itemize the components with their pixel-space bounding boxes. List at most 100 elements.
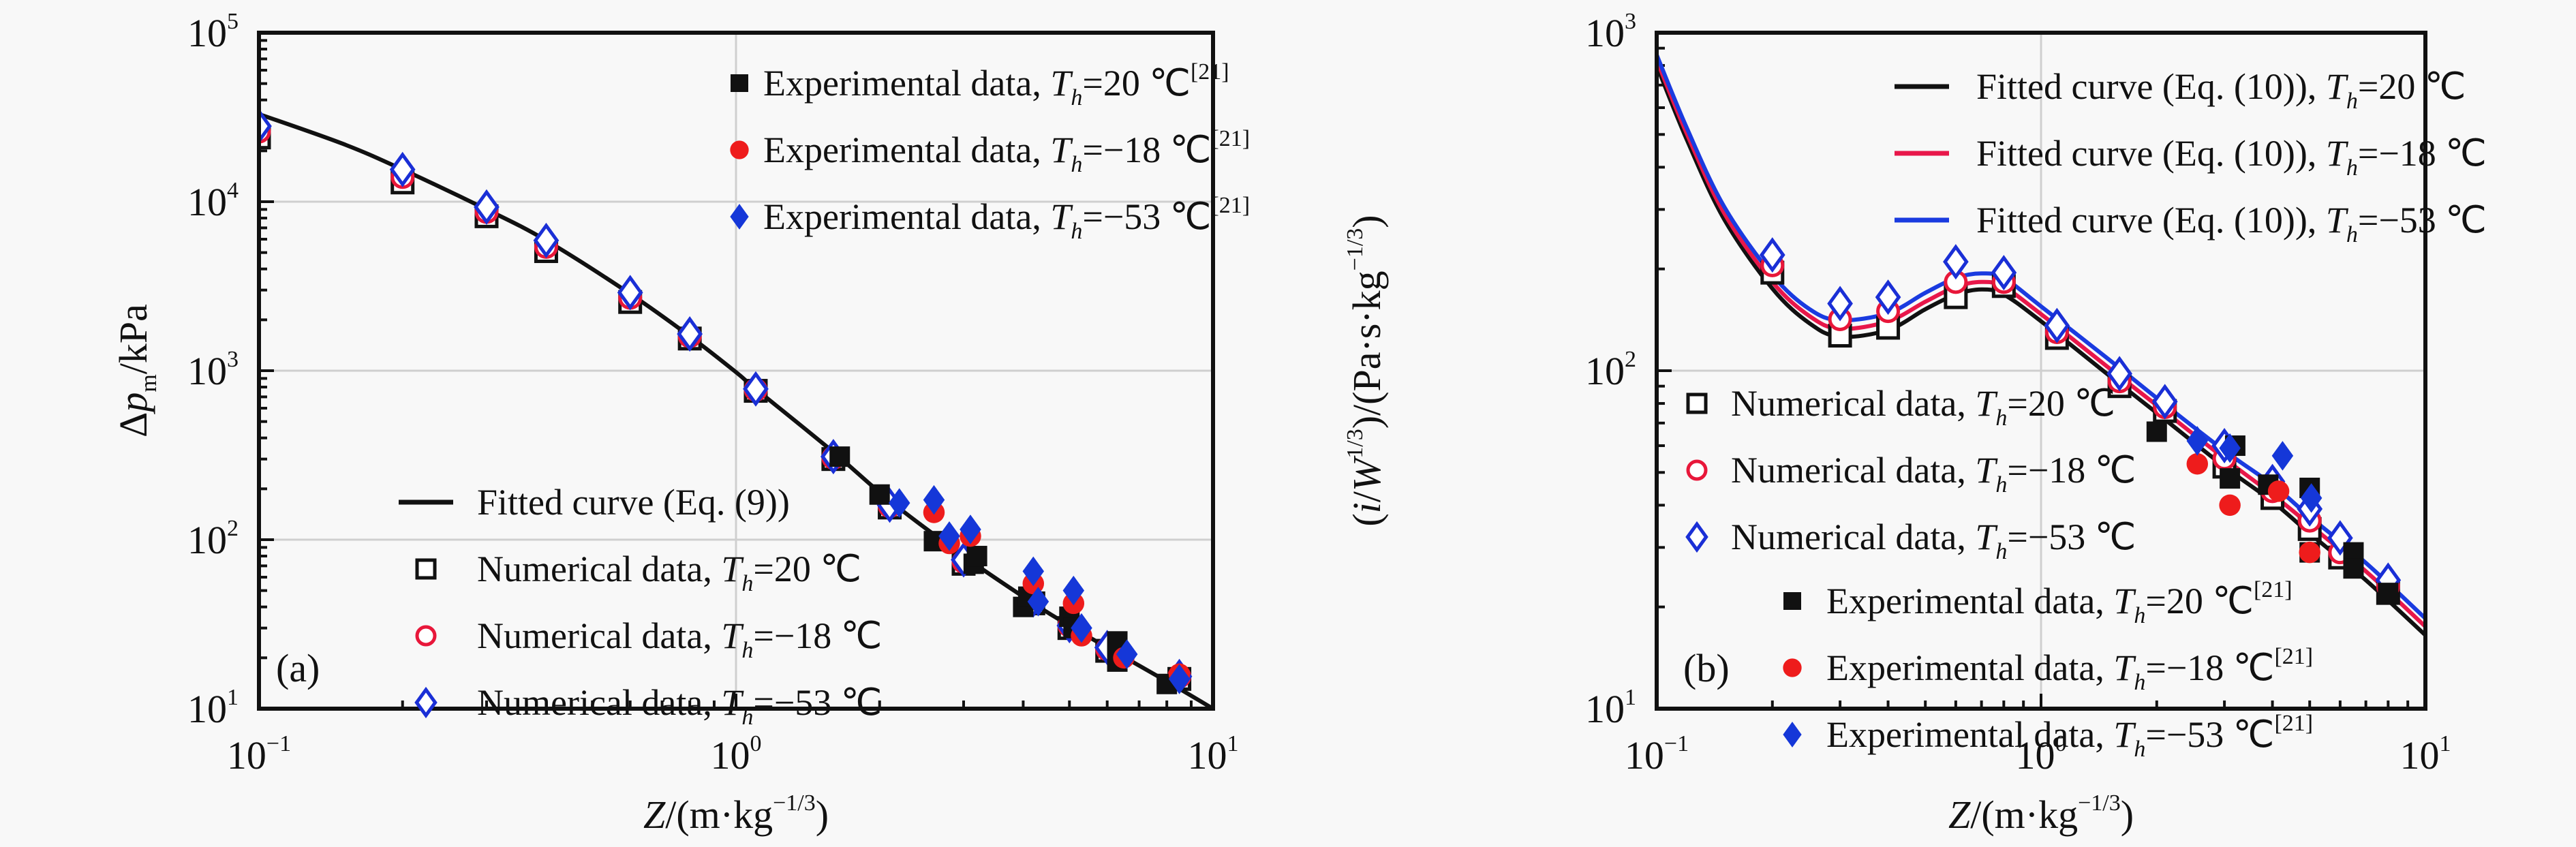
legend-entry: Numerical data, Th=20 ℃ xyxy=(415,549,861,596)
data-point xyxy=(960,514,981,544)
legend-var: T xyxy=(1050,196,1073,237)
legend-entry: Numerical data, Th=−18 ℃ xyxy=(1686,450,2136,497)
tick-exp: 1 xyxy=(227,685,239,710)
x-axis-unit: /(m·kg xyxy=(1970,792,2078,837)
data-point xyxy=(1991,255,2017,291)
legend-marker-swatch xyxy=(731,74,748,92)
data-point xyxy=(1062,575,1085,606)
data-point xyxy=(533,222,559,258)
legend-var: T xyxy=(2326,200,2349,241)
legend-var: T xyxy=(721,615,744,656)
legend-marker-swatch xyxy=(1783,592,1801,610)
legend-sub: h xyxy=(2346,89,2358,114)
legend-ref: [21] xyxy=(2254,577,2293,602)
y-axis-var-w: W xyxy=(1345,455,1389,491)
legend-middle-left: Numerical data, Th=20 ℃ Numerical data, T… xyxy=(1685,383,2136,564)
x-tick-label: 100 xyxy=(711,731,762,777)
legend-label: Fitted curve (Eq. (10)), Th=20 ℃ xyxy=(1976,66,2466,114)
legend-text-main: Experimental data, xyxy=(1826,581,2113,621)
legend-ref: [21] xyxy=(2274,711,2313,736)
legend-marker-swatch xyxy=(1686,459,1708,481)
legend-sub: h xyxy=(1071,85,1082,110)
data-point xyxy=(1943,244,1969,280)
data-point xyxy=(2267,480,2290,502)
tick-base: 10 xyxy=(1625,733,1664,777)
x-axis-unit-close: ) xyxy=(816,792,829,837)
legend-entry: Numerical data, Th=−53 ℃ xyxy=(414,682,882,730)
legend-bottom-left: Experimental data, Th=20 ℃[21]Experiment… xyxy=(1783,577,2313,762)
tick-base: 10 xyxy=(187,11,227,55)
data-point xyxy=(2378,583,2399,604)
legend-sub: h xyxy=(741,705,753,730)
legend-entry: Fitted curve (Eq. (9)) xyxy=(399,482,790,523)
legend-entry: Fitted curve (Eq. (10)), Th=−53 ℃ xyxy=(1895,200,2487,247)
legend-marker-swatch xyxy=(414,686,438,719)
data-point xyxy=(2186,426,2209,456)
legend-value: =−53 ℃ xyxy=(2007,517,2136,557)
tick-base: 10 xyxy=(1585,11,1625,55)
data-point xyxy=(2300,483,2322,513)
legend-label: Numerical data, Th=−18 ℃ xyxy=(477,615,882,663)
y-tick-label: 101 xyxy=(1585,685,1636,731)
legend-label: Fitted curve (Eq. (10)), Th=−18 ℃ xyxy=(1976,133,2487,181)
legend-var: T xyxy=(1975,383,1998,424)
legend-sub: h xyxy=(1071,219,1082,244)
legend-var: T xyxy=(1050,129,1073,170)
y-tick-label: 103 xyxy=(1585,9,1636,55)
legend-text-main: Fitted curve (Eq. (10)), xyxy=(1976,200,2326,241)
legend-label: Fitted curve (Eq. (9)) xyxy=(477,482,790,523)
y-tick-label: 102 xyxy=(187,516,239,562)
legend-var: T xyxy=(2113,581,2136,621)
legend-entry: Experimental data, Th=20 ℃[21] xyxy=(1783,577,2293,628)
legend-var: T xyxy=(721,549,744,589)
legend-marker-swatch xyxy=(415,558,437,580)
legend-value: =−53 ℃ xyxy=(2145,714,2274,755)
tick-exp: −1 xyxy=(266,731,291,756)
data-point xyxy=(2219,433,2241,463)
scatter-series xyxy=(1759,237,2402,605)
y-tick-label: 102 xyxy=(1585,347,1636,393)
x-axis-unit: /(m·kg xyxy=(665,792,773,837)
legend-value: =−18 ℃ xyxy=(2358,133,2487,174)
legend-text-main: Fitted curve (Eq. (10)), xyxy=(1976,133,2326,174)
y-tick-label: 104 xyxy=(187,178,239,224)
legend-marker-swatch xyxy=(415,625,437,647)
panel-label: (b) xyxy=(1683,646,1730,690)
tick-exp: 4 xyxy=(227,178,239,203)
legend-entry: Numerical data, Th=20 ℃ xyxy=(1686,383,2115,431)
y-axis-unit: )/(Pa·s·kg xyxy=(1345,271,1389,429)
legend-entry: Experimental data, Th=20 ℃[21] xyxy=(731,59,1229,110)
y-axis-sup2: −1/3 xyxy=(1343,228,1368,271)
tick-exp: 0 xyxy=(2055,731,2067,756)
data-point xyxy=(1827,286,1853,322)
series-5 xyxy=(2186,426,2322,513)
legend-label: Experimental data, Th=−53 ℃[21] xyxy=(1826,711,2313,762)
legend-text-main: Experimental data, xyxy=(1826,714,2113,755)
x-axis-unit-close: ) xyxy=(2121,792,2134,837)
data-point xyxy=(2151,384,2178,420)
x-axis-unit-sup: −1/3 xyxy=(773,790,816,816)
legend-value: =20 ℃ xyxy=(2007,383,2115,424)
legend-entry: Experimental data, Th=−53 ℃[21] xyxy=(730,193,1250,244)
legend-label: Numerical data, Th=20 ℃ xyxy=(477,549,861,596)
legend-value: =−53 ℃ xyxy=(1082,196,1211,237)
panel-label: (a) xyxy=(276,646,320,690)
y-tick-label: 103 xyxy=(187,347,239,393)
legend-var: T xyxy=(1975,450,1998,491)
tick-exp: 3 xyxy=(227,347,239,372)
x-axis-var: Z xyxy=(1948,792,1971,837)
legend-ref: [21] xyxy=(1211,193,1250,218)
legend-value: =−18 ℃ xyxy=(1082,129,1211,170)
plot-frame xyxy=(257,31,1215,711)
y-axis-title: Δpm/kPa xyxy=(111,304,162,437)
data-point xyxy=(1875,279,1901,315)
legend-value: =−18 ℃ xyxy=(2145,647,2274,688)
data-point xyxy=(2219,494,2241,517)
legend-text-main: Numerical data, xyxy=(477,682,721,723)
legend-value: =−18 ℃ xyxy=(753,615,882,656)
tick-exp: 5 xyxy=(227,9,239,34)
legend-value: =20 ℃ xyxy=(2358,66,2466,107)
y-tick-label: 105 xyxy=(187,9,239,55)
x-tick-label: 10−1 xyxy=(1625,731,1689,777)
legend-value: =20 ℃ xyxy=(1082,63,1191,104)
